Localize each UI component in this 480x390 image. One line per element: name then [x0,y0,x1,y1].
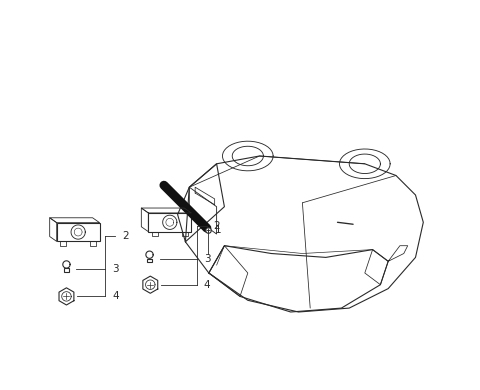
Text: 1: 1 [215,225,221,235]
Text: 4: 4 [112,291,119,301]
Bar [152,232,158,236]
Bar [60,241,66,246]
Bar [148,213,191,232]
Text: 2: 2 [122,231,129,241]
Text: 3: 3 [204,254,210,264]
Text: 4: 4 [204,280,210,290]
Text: 2: 2 [214,221,220,231]
Bar [147,259,152,262]
Bar [181,232,188,236]
Text: 3: 3 [112,264,119,274]
Bar [57,223,100,241]
Bar [90,241,96,246]
Bar [64,268,69,272]
